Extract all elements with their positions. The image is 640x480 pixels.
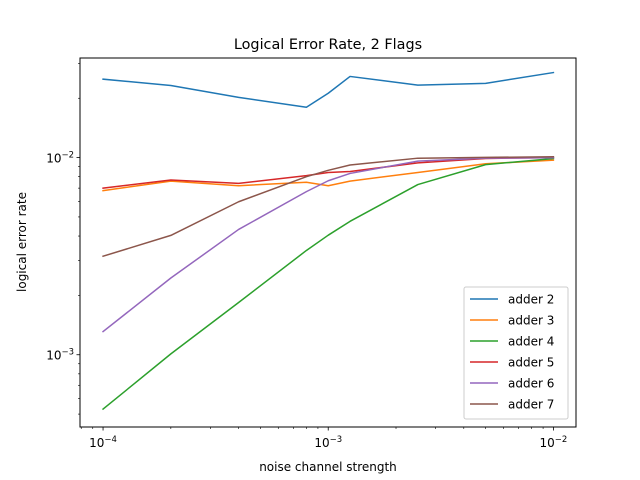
x-tick-label: 10−4 <box>89 435 117 450</box>
legend-label-1: adder 2 <box>508 293 554 307</box>
series-line-4 <box>102 156 555 189</box>
chart-title: Logical Error Rate, 2 Flags <box>234 37 422 53</box>
series-line-2 <box>102 159 555 192</box>
legend-label-5: adder 6 <box>508 377 554 391</box>
series-line-3 <box>101 157 555 411</box>
legend-label-6: adder 7 <box>508 398 554 412</box>
legend-label-3: adder 4 <box>508 335 554 349</box>
legend: adder 2 adder 3 adder 4 adder 5 adder 6 adder… <box>463 286 569 420</box>
y-axis-label: logical error rate <box>15 192 29 292</box>
series-line-5 <box>101 157 555 333</box>
y-axis: 10−3 10−2 <box>46 63 80 415</box>
x-axis-label: noise channel strength <box>259 460 397 474</box>
y-tick-label: 10−3 <box>46 348 74 363</box>
x-axis: 10−4 10−3 10−2 <box>80 427 567 450</box>
y-tick-label: 10−2 <box>46 151 74 166</box>
series-line-1 <box>102 71 555 109</box>
legend-label-2: adder 3 <box>508 314 554 328</box>
series-line-6 <box>102 155 555 258</box>
plot-lines <box>101 71 555 411</box>
x-tick-label: 10−2 <box>539 435 567 450</box>
legend-label-4: adder 5 <box>508 356 554 370</box>
x-tick-label: 10−3 <box>314 435 342 450</box>
